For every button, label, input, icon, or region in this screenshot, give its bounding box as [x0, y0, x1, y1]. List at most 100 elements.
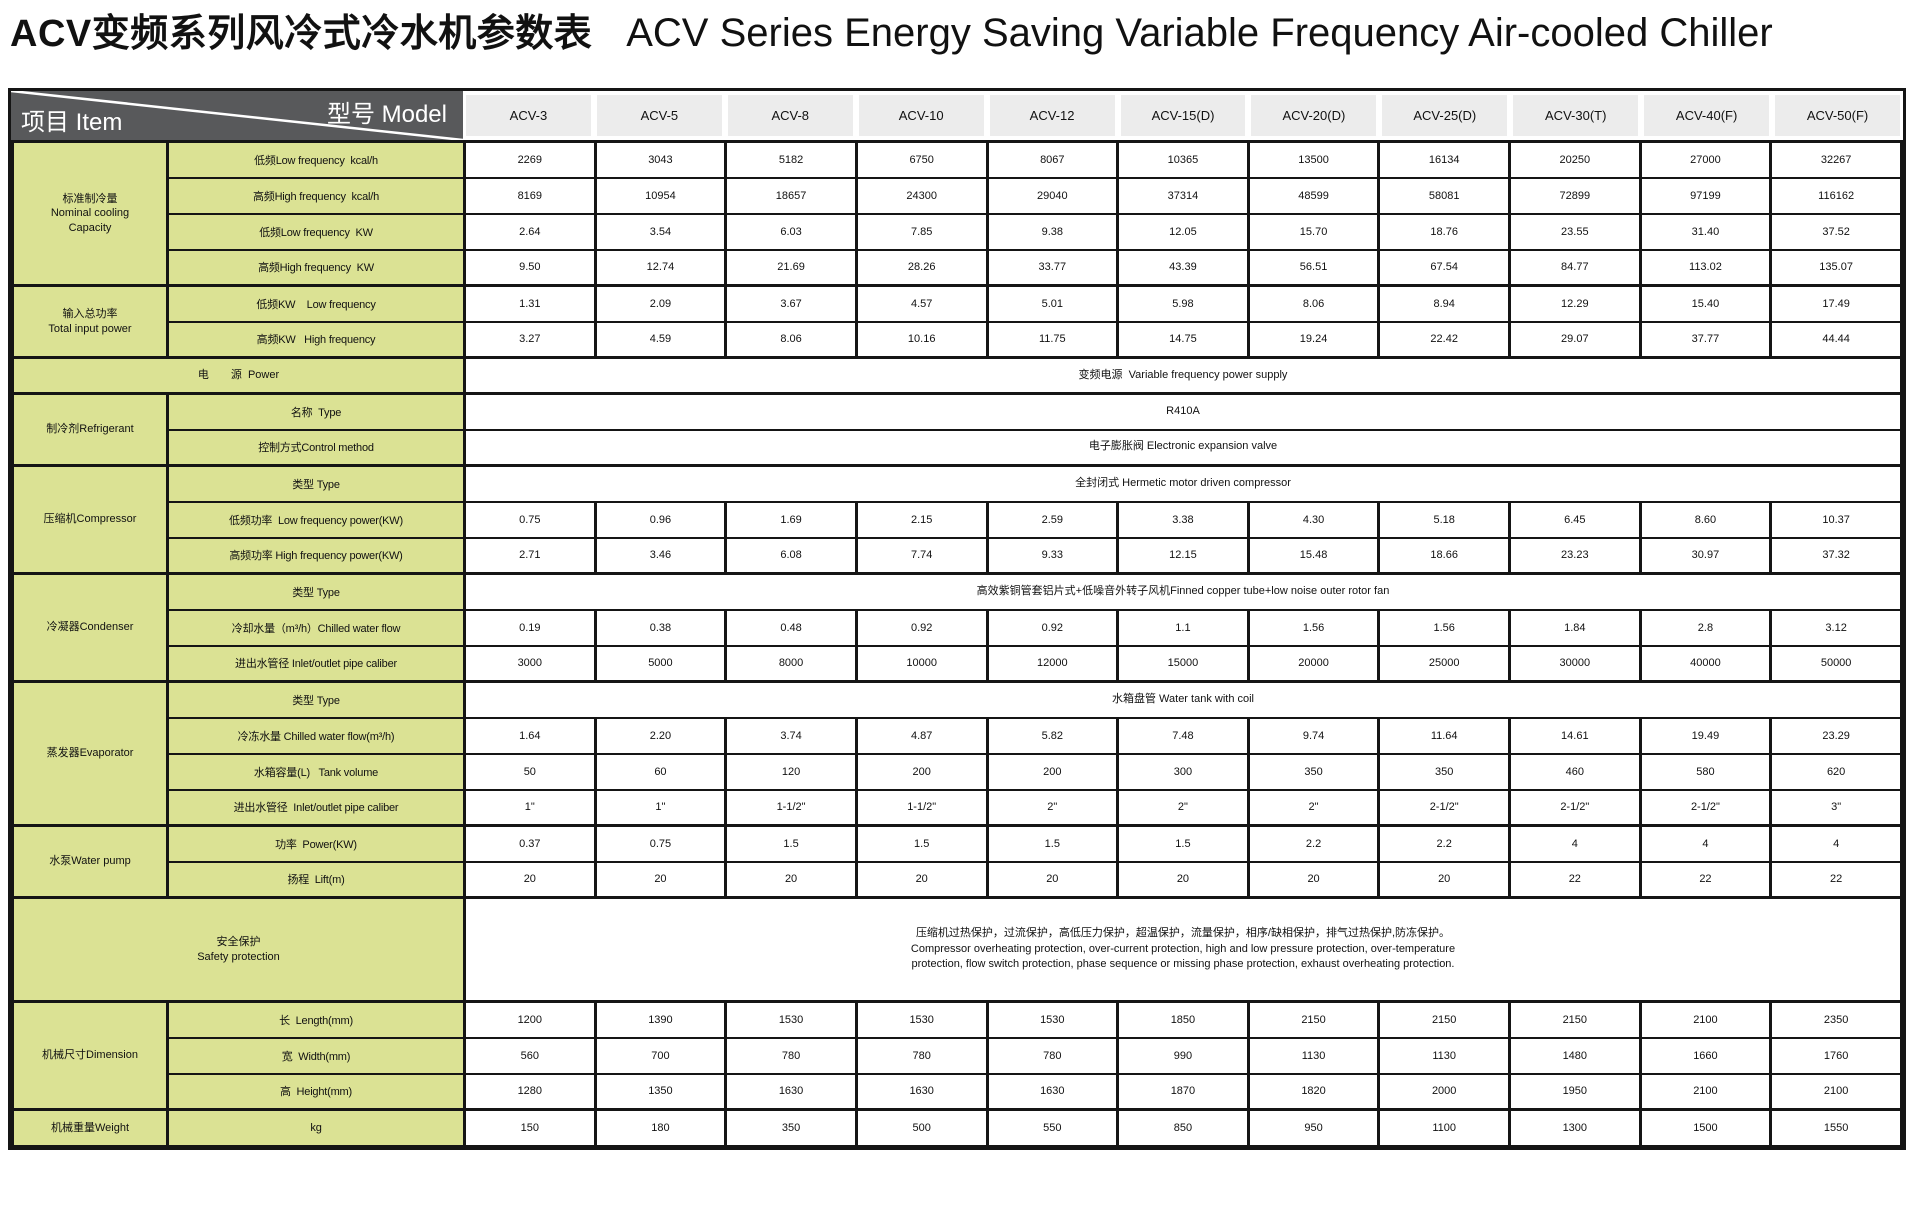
- corner-model-label: 型号 Model: [326, 101, 447, 128]
- value-cell: 37.77: [1638, 320, 1773, 359]
- value-cell: 29040: [985, 176, 1120, 215]
- value-cell: 15000: [1116, 644, 1250, 683]
- value-cell: 6750: [854, 140, 989, 179]
- table-row: 冷冻水量 Chilled water flow(m³/h) 1.64 2.20 3.7…: [13, 716, 1903, 755]
- value-cell: 48599: [1246, 176, 1381, 215]
- value-cell: 50000: [1769, 644, 1903, 683]
- value-cell: 8000: [724, 644, 858, 683]
- value-cell: 19.49: [1638, 716, 1773, 755]
- table-row: 机械尺寸Dimension 长 Length(mm) 1200 1390 1530 153…: [11, 1000, 1903, 1111]
- value-cell: 1130: [1246, 1036, 1381, 1075]
- value-cell: 3043: [593, 140, 728, 179]
- value-cell: 84.77: [1508, 248, 1642, 287]
- table-row: 安全保护 Safety protection 压缩机过热保护，过流保护，高低压力保…: [11, 896, 1903, 1003]
- value-cell: 560: [463, 1036, 597, 1075]
- value-cell: 32267: [1769, 140, 1903, 179]
- value-cell: 1850: [1116, 1000, 1250, 1039]
- value-cell: 4: [1508, 824, 1642, 863]
- value-cell: 1350: [593, 1072, 728, 1111]
- value-cell: 7.85: [854, 212, 989, 251]
- value-cell: 20250: [1508, 140, 1642, 179]
- value-cell: 58081: [1377, 176, 1511, 215]
- merged-value-cell: 水箱盘管 Water tank with coil: [463, 680, 1903, 719]
- value-cell: 0.75: [593, 824, 728, 863]
- value-cell: 780: [854, 1036, 989, 1075]
- model-header-cell: ACV-12: [989, 95, 1115, 136]
- row-label: 低频Low frequency KW: [166, 212, 466, 251]
- category-cell: 标准制冷量 Nominal cooling Capacity: [11, 140, 169, 287]
- value-cell: 1950: [1508, 1072, 1642, 1111]
- model-header-cell: ACV-3: [466, 95, 591, 136]
- row-label: 类型 Type: [166, 464, 466, 503]
- value-cell: 5.98: [1116, 284, 1250, 323]
- value-cell: 27000: [1638, 140, 1773, 179]
- row-label: 长 Length(mm): [166, 1000, 466, 1039]
- value-cell: 1500: [1638, 1108, 1773, 1147]
- value-cell: 20: [985, 860, 1120, 899]
- value-cell: 9.74: [1246, 716, 1381, 755]
- spec-table: 型号 Model 项目 Item ACV-3 ACV-5 ACV-8 ACV-10 AC…: [8, 88, 1906, 1150]
- value-cell: 2000: [1377, 1072, 1511, 1111]
- page-title-english: ACV Series Energy Saving Variable Freque…: [626, 11, 1773, 55]
- row-label: 水箱容量(L) Tank volume: [166, 752, 466, 791]
- value-cell: 12.15: [1116, 536, 1250, 575]
- value-cell: 780: [985, 1036, 1120, 1075]
- category-cell: 机械重量Weight: [11, 1108, 169, 1147]
- value-cell: 5000: [593, 644, 728, 683]
- table-row: 高 Height(mm) 1280 1350 1630 1630 1630 1870 1820…: [13, 1072, 1903, 1111]
- value-cell: 28.26: [854, 248, 989, 287]
- table-row: 电 源 Power 变频电源 Variable frequency power s…: [11, 356, 1903, 395]
- row-label: kg: [166, 1108, 466, 1147]
- value-cell: 97199: [1638, 176, 1773, 215]
- value-cell: 18.66: [1377, 536, 1511, 575]
- value-cell: 8067: [985, 140, 1120, 179]
- value-cell: 5.01: [985, 284, 1120, 323]
- value-cell: 0.75: [463, 500, 597, 539]
- value-cell: 15.70: [1246, 212, 1381, 251]
- value-cell: 135.07: [1769, 248, 1903, 287]
- value-cell: 12000: [985, 644, 1120, 683]
- value-cell: 7.48: [1116, 716, 1250, 755]
- category-cell: 蒸发器Evaporator: [11, 680, 169, 827]
- row-label: 类型 Type: [166, 680, 466, 719]
- value-cell: 1530: [854, 1000, 989, 1039]
- row-label: 控制方式Control method: [166, 428, 466, 467]
- value-cell: 29.07: [1508, 320, 1642, 359]
- value-cell: 60: [593, 752, 728, 791]
- value-cell: 4.87: [854, 716, 989, 755]
- value-cell: 8169: [463, 176, 597, 215]
- model-header-cell: ACV-50(F): [1775, 95, 1900, 136]
- value-cell: 2.71: [463, 536, 597, 575]
- table-row: 高频功率 High frequency power(KW) 2.71 3.46 6.0…: [13, 536, 1903, 575]
- value-cell: 180: [593, 1108, 728, 1147]
- value-cell: 1.69: [724, 500, 858, 539]
- value-cell: 20: [593, 860, 728, 899]
- value-cell: 550: [985, 1108, 1120, 1147]
- value-cell: 18.76: [1377, 212, 1511, 251]
- value-cell: 20: [854, 860, 989, 899]
- value-cell: 23.55: [1508, 212, 1642, 251]
- value-cell: 113.02: [1638, 248, 1773, 287]
- row-label: 高 Height(mm): [166, 1072, 466, 1111]
- row-label: 冷却水量（m³/h）Chilled water flow: [166, 608, 466, 647]
- row-label: 高频功率 High frequency power(KW): [166, 536, 466, 575]
- model-header-cell: ACV-5: [596, 95, 722, 136]
- table-row: 高频High frequency kcal/h 8169 10954 18657 243…: [13, 176, 1903, 215]
- value-cell: 1870: [1116, 1072, 1250, 1111]
- row-label: 名称 Type: [166, 392, 466, 431]
- value-cell: 50: [463, 752, 597, 791]
- merged-value-cell: 高效紫铜管套铝片式+低噪音外转子风机Finned copper tube+low…: [463, 572, 1903, 611]
- model-header-cell: ACV-10: [858, 95, 984, 136]
- value-cell: 0.37: [463, 824, 597, 863]
- category-cell: 压缩机Compressor: [11, 464, 169, 575]
- value-cell: 67.54: [1377, 248, 1511, 287]
- page-title: ACV变频系列风冷式冷水机参数表 ACV Series Energy Savin…: [10, 2, 1773, 57]
- value-cell: 3.74: [724, 716, 858, 755]
- value-cell: 2.59: [985, 500, 1120, 539]
- category-cell-wide: 电 源 Power: [11, 356, 466, 395]
- value-cell: 2350: [1769, 1000, 1903, 1039]
- value-cell: 2.2: [1377, 824, 1511, 863]
- value-cell: 17.49: [1769, 284, 1903, 323]
- value-cell: 2100: [1638, 1072, 1773, 1111]
- value-cell: 9.38: [985, 212, 1120, 251]
